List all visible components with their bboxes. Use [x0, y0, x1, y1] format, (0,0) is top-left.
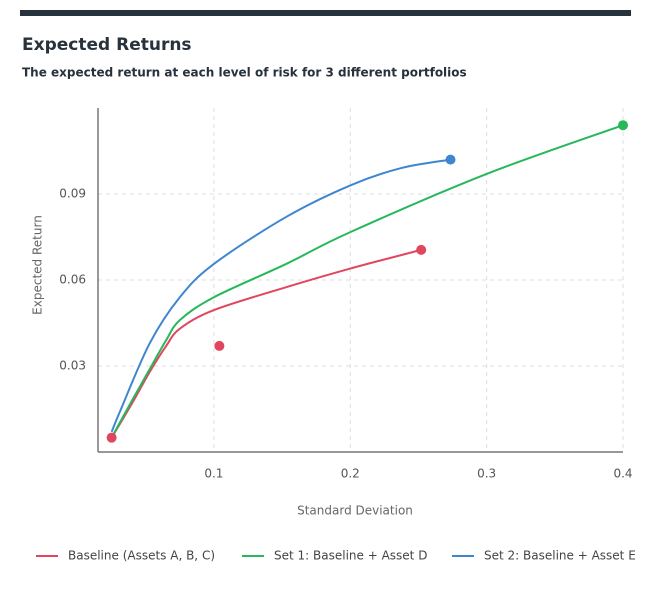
x-tick-label: 0.2	[341, 467, 360, 481]
legend-label: Set 1: Baseline + Asset D	[274, 549, 427, 563]
y-tick-label: 0.09	[59, 187, 86, 201]
point-marker	[618, 120, 628, 131]
chart-title: Expected Returns	[22, 35, 192, 55]
series-line	[110, 248, 422, 439]
x-tick-label: 0.4	[613, 467, 632, 481]
x-tick-label: 0.1	[204, 467, 223, 481]
point-marker	[106, 432, 117, 443]
y-tick-label: 0.03	[59, 359, 86, 373]
y-tick-label: 0.06	[59, 273, 86, 287]
x-axis-label: Standard Deviation	[297, 504, 413, 518]
top-bar	[20, 10, 631, 16]
series-line	[110, 124, 624, 439]
y-axis-label: Expected Return	[31, 215, 45, 315]
point-marker	[214, 340, 225, 351]
point-marker	[416, 244, 427, 255]
legend-label: Set 2: Baseline + Asset E	[484, 549, 636, 563]
legend-label: Baseline (Assets A, B, C)	[68, 549, 215, 563]
x-tick-label: 0.3	[477, 467, 496, 481]
chart-subtitle: The expected return at each level of ris…	[22, 66, 467, 80]
series-line	[110, 158, 451, 433]
point-marker	[445, 154, 456, 165]
